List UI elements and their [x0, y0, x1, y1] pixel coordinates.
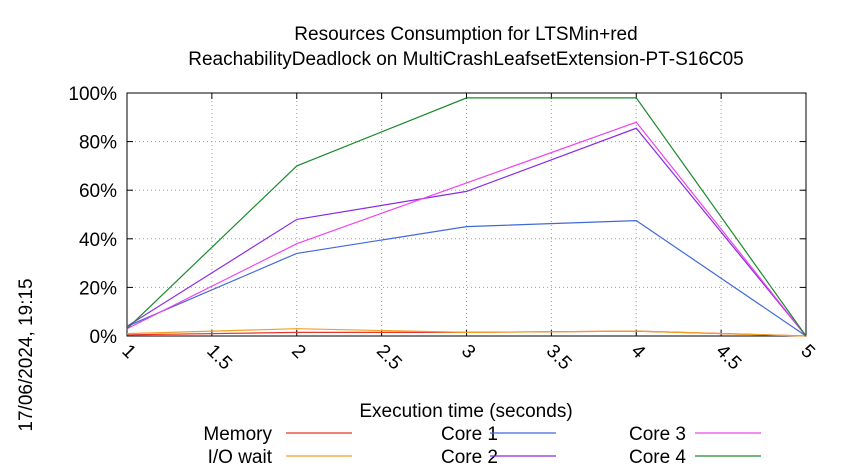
legend-label-core-2: Core 2 [441, 447, 498, 468]
x-tick-label: 3.5 [542, 341, 576, 375]
x-tick-label: 5 [796, 341, 818, 363]
x-tick-label: 4.5 [712, 341, 746, 375]
legend-label-core-3: Core 3 [629, 424, 686, 445]
x-tick-label: 3 [457, 341, 479, 363]
legend-label-memory: Memory [203, 424, 272, 445]
x-tick-label: 1.5 [202, 341, 236, 375]
x-tick-label: 2.5 [372, 341, 406, 375]
grid [127, 93, 806, 336]
legend-label-core-1: Core 1 [441, 424, 498, 445]
chart-title-line2: ReachabilityDeadlock on MultiCrashLeafse… [188, 49, 744, 70]
series-line-core-3 [126, 121, 807, 337]
y-tick-label: 100% [68, 84, 117, 105]
series-lines [126, 97, 807, 337]
timestamp: 17/06/2024, 19:15 [16, 278, 37, 431]
x-axis-label: Execution time (seconds) [359, 401, 572, 422]
chart-title-line1: Resources Consumption for LTSMin+red [294, 24, 637, 45]
y-tick-label: 20% [79, 278, 117, 299]
y-tick-label: 60% [79, 181, 117, 202]
y-tick-label: 0% [90, 327, 118, 348]
series-line-core-1 [126, 219, 807, 337]
series-line-i-o-wait [126, 328, 807, 337]
y-tick-label: 40% [79, 230, 117, 251]
x-tick-label: 1 [117, 341, 139, 363]
series-line-core-4 [126, 97, 807, 337]
x-tick-label: 2 [287, 341, 309, 363]
axis-ticks: 0% 20% 40% 60% 80% 100% 1 1.5 2 2.5 3 3.5 4 4.5 5 [68, 84, 818, 374]
legend-label-core-4: Core 4 [629, 447, 686, 468]
series-line-core-2 [126, 127, 807, 337]
x-tick-label: 4 [627, 341, 650, 364]
y-tick-label: 80% [79, 133, 117, 154]
legend-label-i-o-wait: I/O wait [208, 447, 273, 468]
